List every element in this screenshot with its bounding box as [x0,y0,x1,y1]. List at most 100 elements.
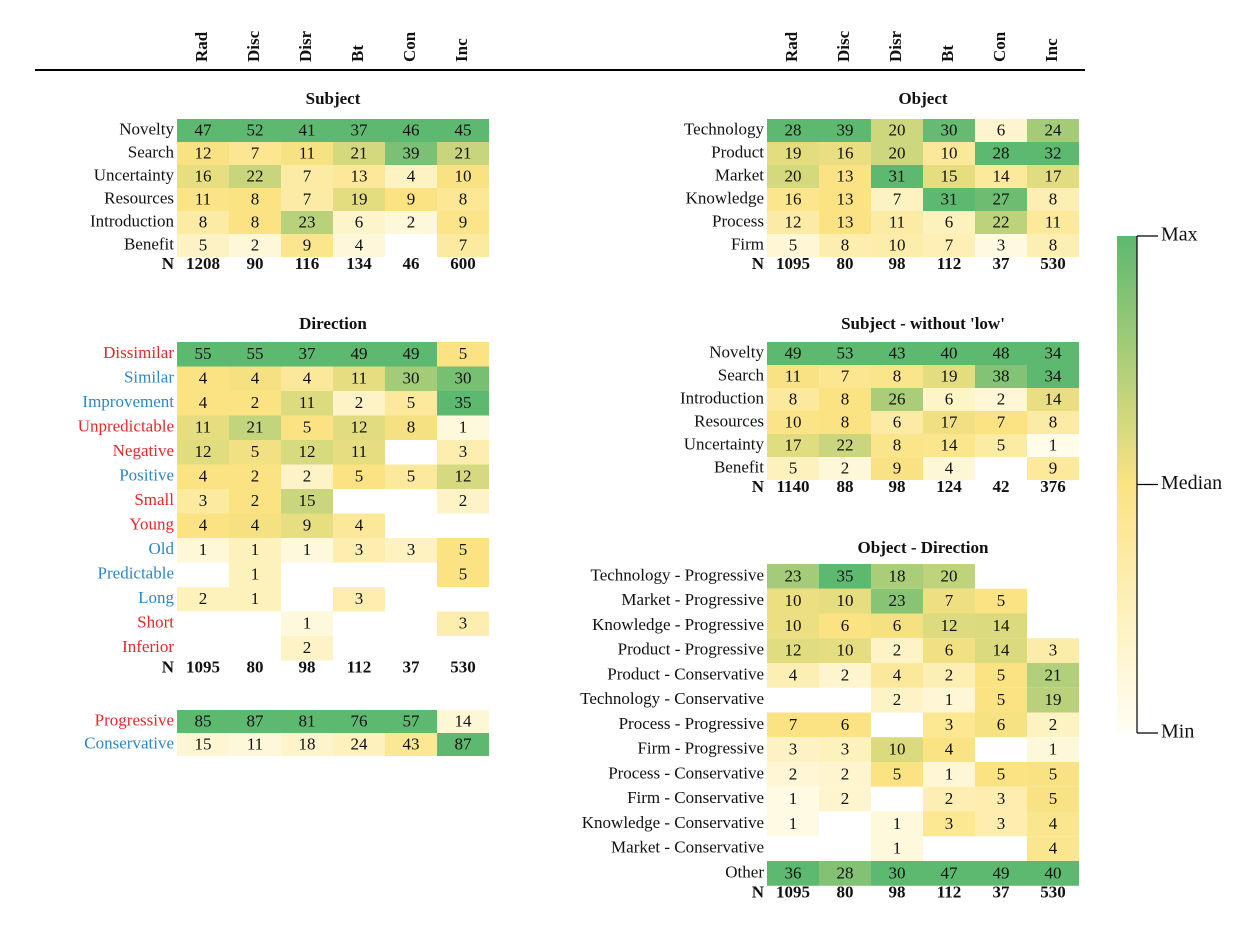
cell-value: 14 [455,711,473,730]
cell-value: 24 [1045,120,1063,139]
cell-value: 4 [945,740,954,759]
row-label: Resources [104,188,174,207]
cell-value: 4 [251,369,260,388]
cell-value: 2 [199,589,208,608]
cell-value: 35 [837,566,854,585]
cell-value: 9 [1049,458,1058,477]
cell-value: 45 [455,120,472,139]
cell-value: 11 [195,189,211,208]
row-label: Product - Progressive [618,640,764,659]
row-label: Uncertainty [684,434,765,453]
heat-cell [819,165,871,188]
cell-value: 1 [1049,740,1058,759]
heat-cell [1027,388,1079,411]
cell-value: 39 [837,120,854,139]
heat-cell [819,342,871,365]
cell-value: 24 [351,734,369,753]
heat-cell [1027,211,1079,234]
cell-value: 37 [351,120,369,139]
heat-cell [229,142,281,165]
cell-value: 9 [303,235,312,254]
cell-value: 4 [407,166,416,185]
heat-cell [1027,687,1079,713]
n-value: 530 [1040,883,1066,902]
cell-value: 17 [941,412,959,431]
heat-cell [177,489,229,514]
cell-value: 1 [251,540,260,559]
cell-value: 4 [1049,839,1058,858]
cell-value: 3 [841,740,850,759]
heat-cell [819,588,871,614]
heat-cell [767,211,819,234]
cell-value: 21 [247,418,264,437]
row-label: Predictable [98,564,174,583]
cell-value: 2 [251,235,260,254]
cell-value: 2 [1049,715,1058,734]
cell-value: 3 [997,235,1006,254]
heat-cell [1027,165,1079,188]
heat-cell [923,388,975,411]
heat-cell [975,388,1027,411]
row-label: Market - Progressive [621,590,764,609]
heat-cell [923,411,975,434]
cell-value: 8 [251,212,260,231]
cell-value: 3 [997,789,1006,808]
cell-value: 10 [455,166,472,185]
heat-cell [923,342,975,365]
heat-cell [975,588,1027,614]
heat-cell [177,440,229,465]
heat-cell [819,365,871,388]
heat-cell [385,142,437,165]
heat-cell [923,457,975,480]
heat-cell [1027,638,1079,663]
cell-value: 18 [889,566,906,585]
heat-cell [923,638,975,663]
heat-cell [229,415,281,440]
cell-value: 1 [459,418,468,437]
row-label: Process - Progressive [619,714,764,733]
heat-cell [229,587,281,612]
cell-value: 1 [893,839,902,858]
heat-cell [1027,188,1079,211]
row-label: Firm - Conservative [627,788,764,807]
heat-cell [229,391,281,416]
cell-value: 2 [789,764,798,783]
column-header: Bt [348,45,367,62]
cell-value: 5 [407,393,416,412]
cell-value: 1 [789,789,798,808]
cell-value: 12 [299,442,316,461]
heat-cell [333,142,385,165]
heat-cell [923,588,975,614]
cell-value: 8 [893,366,902,385]
heat-cell [281,188,333,211]
heat-cell [385,119,437,142]
heat-cell [819,119,871,142]
heat-cell [1027,411,1079,434]
n-value: 600 [450,254,476,273]
heat-cell [819,142,871,165]
heat-cell [975,234,1027,257]
heat-cell [281,710,333,733]
heat-cell [975,211,1027,234]
cell-value: 4 [355,516,364,535]
heat-cell [1027,811,1079,837]
heat-cell [385,165,437,188]
heat-cell [437,440,489,465]
cell-value: 5 [997,665,1006,684]
n-value: 42 [993,477,1010,496]
cell-value: 40 [1045,863,1062,882]
heat-cell [819,762,871,787]
heat-cell [177,142,229,165]
n-value: 98 [889,254,906,273]
cell-value: 5 [407,467,416,486]
cell-value: 17 [1045,166,1063,185]
row-label: Resources [694,411,764,430]
heat-cell [281,142,333,165]
cell-value: 1 [303,540,312,559]
heat-cell [437,366,489,391]
n-label: N [752,477,765,496]
heat-cell [1027,142,1079,165]
heat-cell [923,434,975,457]
heat-cell [871,365,923,388]
cell-value: 14 [1045,389,1063,408]
